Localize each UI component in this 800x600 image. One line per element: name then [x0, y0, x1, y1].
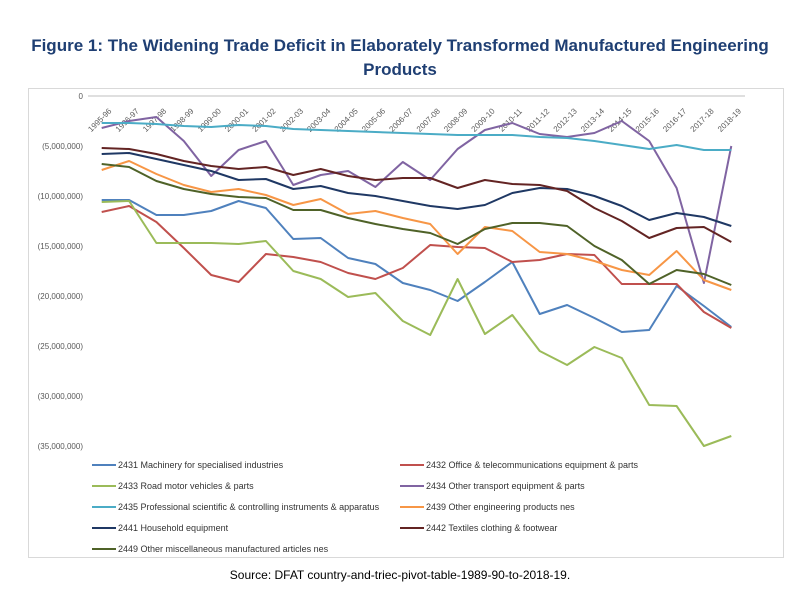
x-tick-label: 2006-07	[387, 106, 415, 134]
chart-title: Figure 1: The Widening Trade Deficit in …	[31, 36, 769, 79]
x-tick-label: 2009-10	[470, 106, 498, 134]
legend-swatch	[400, 464, 424, 466]
legend-swatch	[400, 527, 424, 529]
series-line	[101, 116, 733, 284]
legend-swatch	[92, 548, 116, 550]
legend-label: 2433 Road motor vehicles & parts	[118, 481, 254, 491]
series-line	[101, 160, 732, 291]
x-tick-label: 2007-08	[415, 106, 443, 134]
legend-swatch	[92, 464, 116, 466]
x-tick-label: 2016-17	[661, 106, 689, 134]
x-tick-label: 2012-13	[552, 106, 580, 134]
y-tick-label: (35,000,000)	[38, 442, 84, 451]
legend-swatch	[92, 485, 116, 487]
x-tick-label: 2018-19	[716, 106, 744, 134]
legend-label: 2435 Professional scientific & controlli…	[118, 502, 380, 512]
legend-label: 2449 Other miscellaneous manufactured ar…	[118, 544, 329, 554]
legend-item: 2441 Household equipment	[92, 523, 228, 533]
legend-label: 2441 Household equipment	[118, 523, 229, 533]
x-tick-label: 2008-09	[442, 106, 470, 134]
x-tick-label: 1997-98	[141, 106, 169, 134]
chart-area	[28, 88, 784, 558]
legend-label: 2439 Other engineering products nes	[426, 502, 575, 512]
series-line	[101, 199, 732, 333]
y-tick-label: 0	[79, 92, 84, 101]
source-note: Source: DFAT country-and-triec-pivot-tab…	[229, 568, 571, 582]
series-line	[101, 122, 732, 151]
x-tick-label: 1998-99	[168, 106, 196, 134]
legend-label: 2434 Other transport equipment & parts	[426, 481, 585, 491]
series-line	[101, 147, 732, 243]
x-tick-label: 2005-06	[360, 106, 388, 134]
x-tick-label: 2000-01	[223, 106, 251, 134]
legend-label: 2442 Textiles clothing & footwear	[426, 523, 558, 533]
series-line	[101, 152, 732, 227]
legend-swatch	[92, 506, 116, 508]
x-tick-label: 2014-15	[606, 106, 634, 134]
legend-item: 2442 Textiles clothing & footwear	[400, 523, 557, 533]
y-tick-label: (5,000,000)	[42, 142, 83, 151]
legend-item: 2434 Other transport equipment & parts	[400, 481, 585, 491]
legend-label: 2432 Office & telecommunications equipme…	[426, 460, 638, 470]
series-line	[101, 163, 732, 286]
series-line	[101, 200, 732, 447]
y-tick-label: (20,000,000)	[38, 292, 84, 301]
x-tick-label: 2001-02	[251, 106, 279, 134]
y-tick-label: (15,000,000)	[38, 242, 84, 251]
x-tick-label: 1999-00	[196, 106, 224, 134]
x-tick-label: 1995-96	[86, 106, 114, 134]
legend-swatch	[400, 485, 424, 487]
y-tick-label: (25,000,000)	[38, 342, 84, 351]
legend-item: 2431 Machinery for specialised industrie…	[92, 460, 283, 470]
y-tick-label: (30,000,000)	[38, 392, 84, 401]
series-line	[101, 205, 732, 329]
legend-swatch	[92, 527, 116, 529]
x-tick-label: 2010-11	[497, 106, 524, 133]
legend-swatch	[400, 506, 424, 508]
y-tick-label: (10,000,000)	[38, 192, 84, 201]
x-tick-label: 2015-16	[634, 106, 662, 134]
legend-item: 2432 Office & telecommunications equipme…	[400, 460, 638, 470]
legend-item: 2449 Other miscellaneous manufactured ar…	[92, 544, 328, 554]
x-tick-label: 2017-18	[689, 106, 717, 134]
legend-label: 2431 Machinery for specialised industrie…	[118, 460, 284, 470]
legend-item: 2439 Other engineering products nes	[400, 502, 575, 512]
legend-item: 2435 Professional scientific & controlli…	[92, 502, 379, 512]
legend-item: 2433 Road motor vehicles & parts	[92, 481, 254, 491]
